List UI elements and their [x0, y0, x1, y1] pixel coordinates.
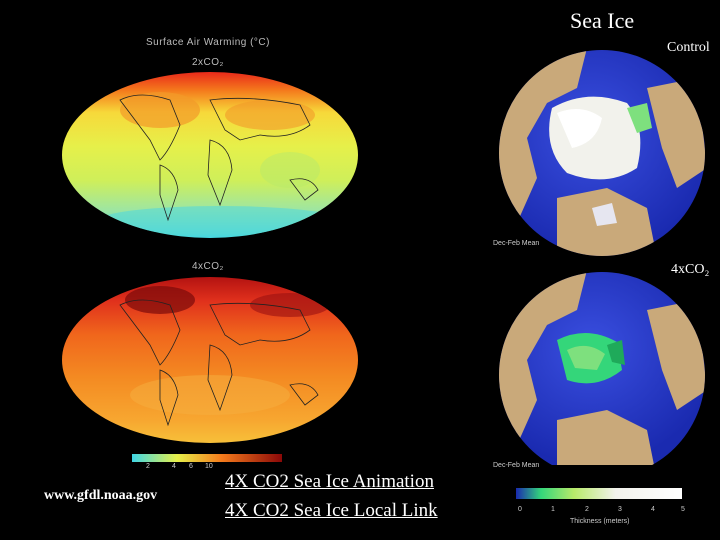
warming-map-2xco2	[62, 72, 358, 238]
warming-scale-tick: 6	[189, 463, 193, 470]
map-top-label: 2xCO₂	[192, 57, 224, 68]
sea-ice-scale-tick: 2	[585, 506, 589, 513]
warming-map-4xco2	[62, 277, 358, 443]
sea-ice-4xco2-label: 4xCO₂	[671, 262, 710, 277]
sea-ice-scale-label: Thickness (meters)	[570, 518, 630, 525]
sea-ice-title: Sea Ice	[570, 8, 635, 33]
sea-ice-scale-tick: 4	[651, 506, 655, 513]
warming-scale-tick: 4	[172, 463, 176, 470]
warming-scale-tick: 10	[205, 463, 213, 470]
sea-ice-period-top: Dec-Feb Mean	[493, 240, 540, 247]
sea-ice-control-label: Control	[667, 40, 710, 55]
sea-ice-globe-control	[499, 50, 705, 256]
sea-ice-animation-link[interactable]: 4X CO2 Sea Ice Animation	[225, 471, 434, 492]
sea-ice-scale-tick: 1	[551, 506, 555, 513]
map-bottom-label: 4xCO₂	[192, 261, 224, 272]
site-url: www.gfdl.noaa.gov	[44, 488, 158, 503]
warming-scale-tick: 2	[146, 463, 150, 470]
sea-ice-thickness-scale	[516, 488, 682, 499]
sea-ice-scale-tick: 0	[518, 506, 522, 513]
sea-ice-period-bottom: Dec-Feb Mean	[493, 462, 540, 469]
warming-color-scale	[132, 454, 282, 462]
sea-ice-scale-tick: 5	[681, 506, 685, 513]
sea-ice-globe-4xco2	[499, 272, 705, 465]
sea-ice-local-link[interactable]: 4X CO2 Sea Ice Local Link	[225, 500, 438, 521]
maps-title: Surface Air Warming (°C)	[146, 37, 270, 48]
sea-ice-scale-tick: 3	[618, 506, 622, 513]
